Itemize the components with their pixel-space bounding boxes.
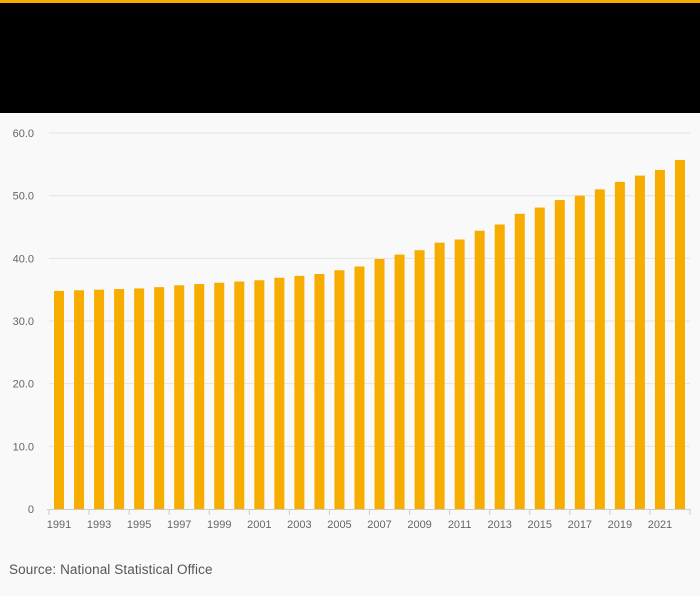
bar-2008 [394,254,405,509]
x-tick-label: 2003 [287,519,311,531]
bar-2022 [674,159,685,510]
bar-2012 [474,230,485,509]
bar-2004 [314,274,325,509]
top-accent-bar [0,0,700,3]
x-tick-label: 2021 [648,519,672,531]
bar-1994 [114,289,125,509]
y-tick-label: 20.0 [13,379,34,391]
bar-1996 [154,287,165,509]
x-tick-label: 2013 [487,519,511,531]
x-tick-label: 1995 [127,519,151,531]
bar-2020 [634,175,645,509]
bar-2018 [594,189,605,509]
y-tick-label: 0 [28,504,34,516]
bar-1992 [74,290,85,509]
y-tick-label: 30.0 [13,316,34,328]
bar-2003 [294,275,305,509]
bar-2006 [354,266,365,509]
x-tick-label: 2007 [367,519,391,531]
x-tick-label: 2009 [407,519,431,531]
header-band [0,3,700,113]
bar-2017 [574,195,585,509]
x-tick-label: 1999 [207,519,231,531]
bar-2007 [374,258,385,509]
y-tick-label: 60.0 [13,128,34,140]
chart: 0 10.0 20.0 30.0 40.0 50.0 60.0 1991 1993 1995 199… [0,113,700,543]
y-tick-label: 50.0 [13,191,34,203]
bar-2021 [654,169,665,509]
bar-1991 [54,290,65,509]
bar-1999 [214,282,225,509]
x-tick-label: 1997 [167,519,191,531]
bar-2002 [274,277,285,509]
bar-2015 [534,207,545,509]
x-tick-label: 2001 [247,519,271,531]
x-tick-label: 1991 [47,519,71,531]
bar-1993 [94,289,105,509]
source-note: Source: National Statistical Office [9,562,213,577]
bar-2019 [614,181,625,509]
bar-2016 [554,200,565,509]
bar-1997 [174,285,185,509]
bar-1995 [134,288,145,509]
bar-2013 [494,224,505,509]
bar-2000 [234,281,245,509]
x-tick-label: 2017 [568,519,592,531]
x-tick-label: 1993 [87,519,111,531]
bar-2005 [334,270,345,509]
bar-chart-svg: 0 10.0 20.0 30.0 40.0 50.0 60.0 1991 1993 1995 199… [13,128,691,531]
bar-2001 [254,280,265,509]
bar-2011 [454,239,465,509]
x-tick-label: 2015 [528,519,552,531]
x-tick-label: 2005 [327,519,351,531]
bar-2009 [414,250,425,510]
y-tick-label: 10.0 [13,441,34,453]
x-tick-label: 2011 [448,519,472,531]
bar-2014 [514,213,525,509]
x-tick-label: 2019 [608,519,632,531]
bar-1998 [194,284,205,509]
y-tick-label: 40.0 [13,253,34,265]
bar-2010 [434,242,445,509]
